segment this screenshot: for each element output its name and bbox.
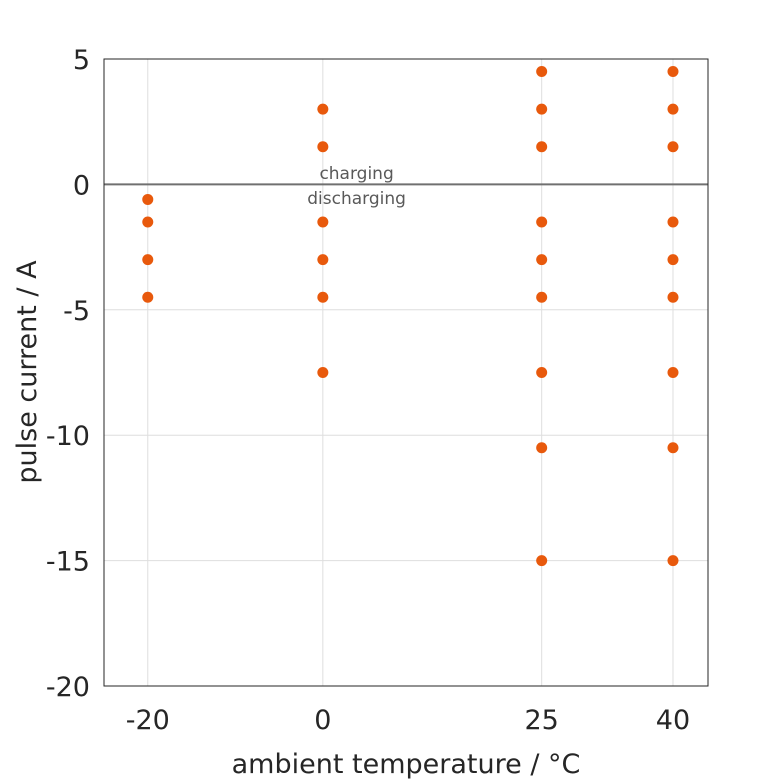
y-tick-label: -15 (46, 547, 90, 578)
data-point (317, 291, 329, 303)
x-axis-label: ambient temperature / °C (232, 749, 581, 780)
data-point (142, 216, 154, 228)
x-tick-labels: -20 0 25 40 (126, 705, 690, 736)
grid-lines (104, 58, 708, 687)
annotation-label: discharging (307, 189, 406, 209)
y-tick-labels: 5 0 -5 -10 -15 -20 (46, 45, 90, 703)
data-point (317, 141, 329, 153)
data-point (317, 103, 329, 115)
data-point (142, 193, 154, 205)
data-point (536, 66, 548, 78)
x-tick-label: 25 (525, 705, 559, 736)
y-tick-label: -5 (63, 296, 90, 327)
data-point (536, 555, 548, 567)
data-point (142, 291, 154, 303)
data-points (142, 66, 679, 567)
data-point (536, 254, 548, 266)
x-tick-label: 40 (656, 705, 690, 736)
x-tick-label: 0 (314, 705, 331, 736)
data-point (536, 367, 548, 378)
data-point (536, 442, 548, 454)
data-point (536, 216, 548, 228)
data-point (536, 291, 548, 303)
x-tick-label: -20 (126, 705, 170, 736)
data-point (536, 103, 548, 115)
data-point (536, 141, 548, 153)
data-point (667, 141, 679, 153)
y-tick-label: -10 (46, 421, 90, 452)
plot-frame (103, 58, 709, 687)
data-point (667, 291, 679, 303)
annotation-label: charging (319, 164, 393, 184)
data-point (667, 216, 679, 228)
data-point (317, 216, 329, 228)
data-point (317, 254, 329, 266)
y-tick-label: 0 (73, 170, 90, 201)
data-point (317, 367, 329, 378)
data-point (667, 442, 679, 454)
y-tick-label: -20 (46, 672, 90, 703)
data-point (667, 254, 679, 266)
data-point (667, 103, 679, 115)
annotations: charging discharging (307, 164, 406, 209)
y-axis-label: pulse current / A (12, 260, 43, 484)
data-point (667, 66, 679, 78)
data-point (142, 254, 154, 266)
y-tick-label: 5 (73, 45, 90, 76)
data-point (667, 555, 679, 567)
data-point (667, 367, 679, 378)
